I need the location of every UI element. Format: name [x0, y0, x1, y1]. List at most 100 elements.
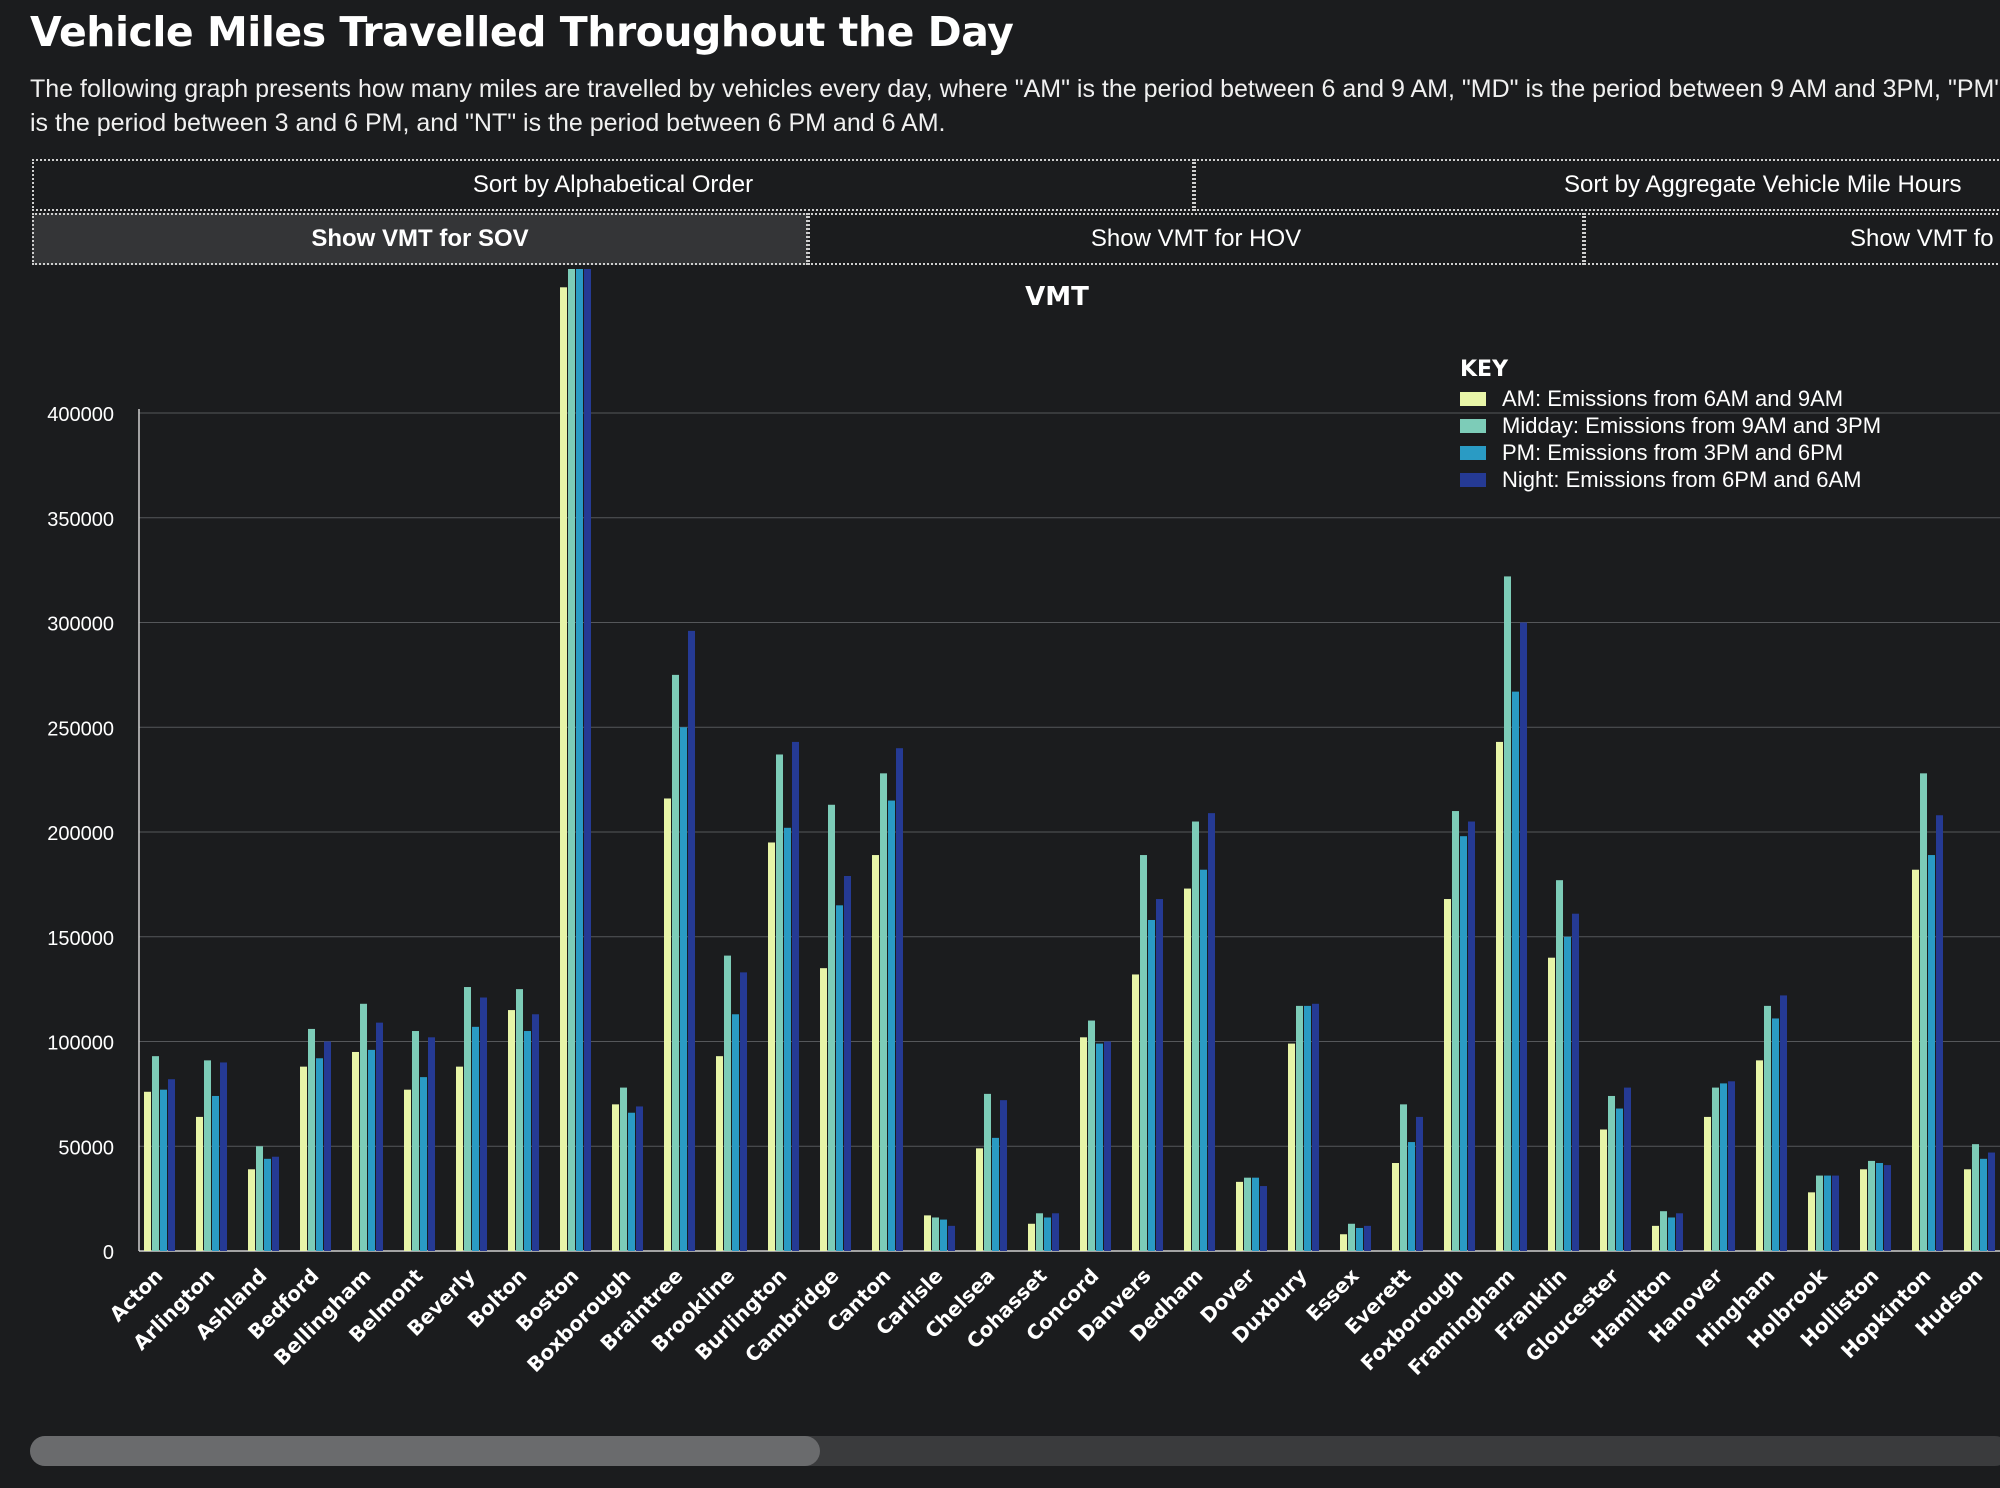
bar-midday-boxborough[interactable] — [620, 1087, 627, 1251]
bar-night-arlington[interactable] — [220, 1062, 227, 1251]
bar-midday-holliston[interactable] — [1868, 1160, 1875, 1251]
bar-am-bolton[interactable] — [508, 1010, 515, 1251]
bar-night-hanover[interactable] — [1728, 1081, 1735, 1251]
bar-midday-boston[interactable] — [568, 269, 575, 1251]
bar-pm-concord[interactable] — [1096, 1043, 1103, 1251]
bar-pm-bellingham[interactable] — [368, 1049, 375, 1251]
bar-am-braintree[interactable] — [664, 798, 671, 1251]
bar-pm-burlington[interactable] — [784, 827, 791, 1251]
bar-midday-duxbury[interactable] — [1296, 1005, 1303, 1251]
bar-am-hudson[interactable] — [1964, 1169, 1971, 1251]
bar-am-cambridge[interactable] — [820, 968, 827, 1251]
bar-am-danvers[interactable] — [1132, 974, 1139, 1251]
bar-night-hopkinton[interactable] — [1936, 815, 1943, 1251]
bar-pm-acton[interactable] — [160, 1089, 167, 1251]
bar-pm-canton[interactable] — [888, 800, 895, 1251]
bar-night-concord[interactable] — [1104, 1041, 1111, 1252]
bar-am-boston[interactable] — [560, 287, 567, 1251]
bar-midday-belmont[interactable] — [412, 1031, 419, 1251]
bar-night-canton[interactable] — [896, 748, 903, 1251]
bar-midday-hingham[interactable] — [1764, 1005, 1771, 1251]
bar-am-hanover[interactable] — [1704, 1116, 1711, 1251]
bar-night-brookline[interactable] — [740, 972, 747, 1251]
bar-am-dover[interactable] — [1236, 1181, 1243, 1251]
bar-am-dedham[interactable] — [1184, 888, 1191, 1251]
bar-midday-bellingham[interactable] — [360, 1003, 367, 1251]
bar-pm-beverly[interactable] — [472, 1026, 479, 1251]
bar-night-danvers[interactable] — [1156, 899, 1163, 1251]
bar-am-bedford[interactable] — [300, 1066, 307, 1251]
bar-night-franklin[interactable] — [1572, 913, 1579, 1251]
bar-pm-gloucester[interactable] — [1616, 1108, 1623, 1251]
bar-pm-everett[interactable] — [1408, 1142, 1415, 1251]
bar-am-hopkinton[interactable] — [1912, 869, 1919, 1251]
show-vmt-hov-button[interactable]: Show VMT for HOV — [808, 213, 1584, 265]
bar-night-gloucester[interactable] — [1624, 1087, 1631, 1251]
bar-night-duxbury[interactable] — [1312, 1003, 1319, 1251]
show-vmt-third-button[interactable]: Show VMT fo — [1584, 213, 2000, 265]
bar-am-essex[interactable] — [1340, 1234, 1347, 1251]
bar-am-foxborough[interactable] — [1444, 899, 1451, 1251]
bar-midday-braintree[interactable] — [672, 674, 679, 1251]
bar-midday-dedham[interactable] — [1192, 821, 1199, 1251]
bar-am-brookline[interactable] — [716, 1056, 723, 1251]
bar-pm-hingham[interactable] — [1772, 1018, 1779, 1251]
bar-am-acton[interactable] — [144, 1091, 151, 1251]
bar-pm-arlington[interactable] — [212, 1095, 219, 1251]
bar-pm-carlisle[interactable] — [940, 1219, 947, 1251]
bar-pm-ashland[interactable] — [264, 1158, 271, 1251]
bar-night-braintree[interactable] — [688, 630, 695, 1251]
bar-midday-burlington[interactable] — [776, 754, 783, 1251]
bar-midday-dover[interactable] — [1244, 1177, 1251, 1251]
bar-am-framingham[interactable] — [1496, 741, 1503, 1251]
bar-pm-hanover[interactable] — [1720, 1083, 1727, 1251]
bar-pm-boxborough[interactable] — [628, 1112, 635, 1251]
bar-night-cambridge[interactable] — [844, 875, 851, 1251]
bar-am-beverly[interactable] — [456, 1066, 463, 1251]
bar-midday-hamilton[interactable] — [1660, 1211, 1667, 1251]
bar-am-hingham[interactable] — [1756, 1060, 1763, 1251]
bar-pm-braintree[interactable] — [680, 727, 687, 1251]
bar-night-burlington[interactable] — [792, 741, 799, 1251]
bar-night-boxborough[interactable] — [636, 1106, 643, 1251]
bar-midday-essex[interactable] — [1348, 1223, 1355, 1251]
bar-midday-concord[interactable] — [1088, 1020, 1095, 1251]
bar-pm-dover[interactable] — [1252, 1177, 1259, 1251]
bar-midday-cambridge[interactable] — [828, 804, 835, 1251]
bar-am-hamilton[interactable] — [1652, 1225, 1659, 1251]
bar-am-concord[interactable] — [1080, 1037, 1087, 1251]
bar-night-chelsea[interactable] — [1000, 1100, 1007, 1251]
scrollbar-thumb[interactable] — [30, 1436, 820, 1466]
bar-night-essex[interactable] — [1364, 1225, 1371, 1251]
bar-night-acton[interactable] — [168, 1079, 175, 1251]
bar-midday-chelsea[interactable] — [984, 1093, 991, 1251]
bar-night-bolton[interactable] — [532, 1014, 539, 1251]
bar-pm-essex[interactable] — [1356, 1227, 1363, 1251]
bar-midday-acton[interactable] — [152, 1056, 159, 1251]
bar-pm-cohasset[interactable] — [1044, 1217, 1051, 1251]
bar-midday-framingham[interactable] — [1504, 576, 1511, 1251]
bar-midday-hanover[interactable] — [1712, 1087, 1719, 1251]
bar-night-boston[interactable] — [584, 269, 591, 1251]
bar-midday-carlisle[interactable] — [932, 1217, 939, 1251]
bar-am-holbrook[interactable] — [1808, 1192, 1815, 1251]
bar-pm-dedham[interactable] — [1200, 869, 1207, 1251]
bar-pm-cambridge[interactable] — [836, 905, 843, 1251]
bar-am-cohasset[interactable] — [1028, 1223, 1035, 1251]
bar-am-burlington[interactable] — [768, 842, 775, 1251]
bar-midday-bedford[interactable] — [308, 1028, 315, 1251]
bar-am-arlington[interactable] — [196, 1116, 203, 1251]
bar-midday-cohasset[interactable] — [1036, 1213, 1043, 1251]
sort-alphabetical-button[interactable]: Sort by Alphabetical Order — [32, 159, 1194, 211]
bar-pm-duxbury[interactable] — [1304, 1005, 1311, 1251]
bar-am-bellingham[interactable] — [352, 1051, 359, 1251]
bar-pm-holbrook[interactable] — [1824, 1175, 1831, 1251]
bar-pm-franklin[interactable] — [1564, 936, 1571, 1251]
bar-pm-danvers[interactable] — [1148, 919, 1155, 1251]
bar-midday-franklin[interactable] — [1556, 880, 1563, 1251]
bar-night-dedham[interactable] — [1208, 813, 1215, 1251]
bar-midday-brookline[interactable] — [724, 955, 731, 1251]
bar-night-everett[interactable] — [1416, 1116, 1423, 1251]
bar-am-duxbury[interactable] — [1288, 1043, 1295, 1251]
bar-midday-gloucester[interactable] — [1608, 1095, 1615, 1251]
